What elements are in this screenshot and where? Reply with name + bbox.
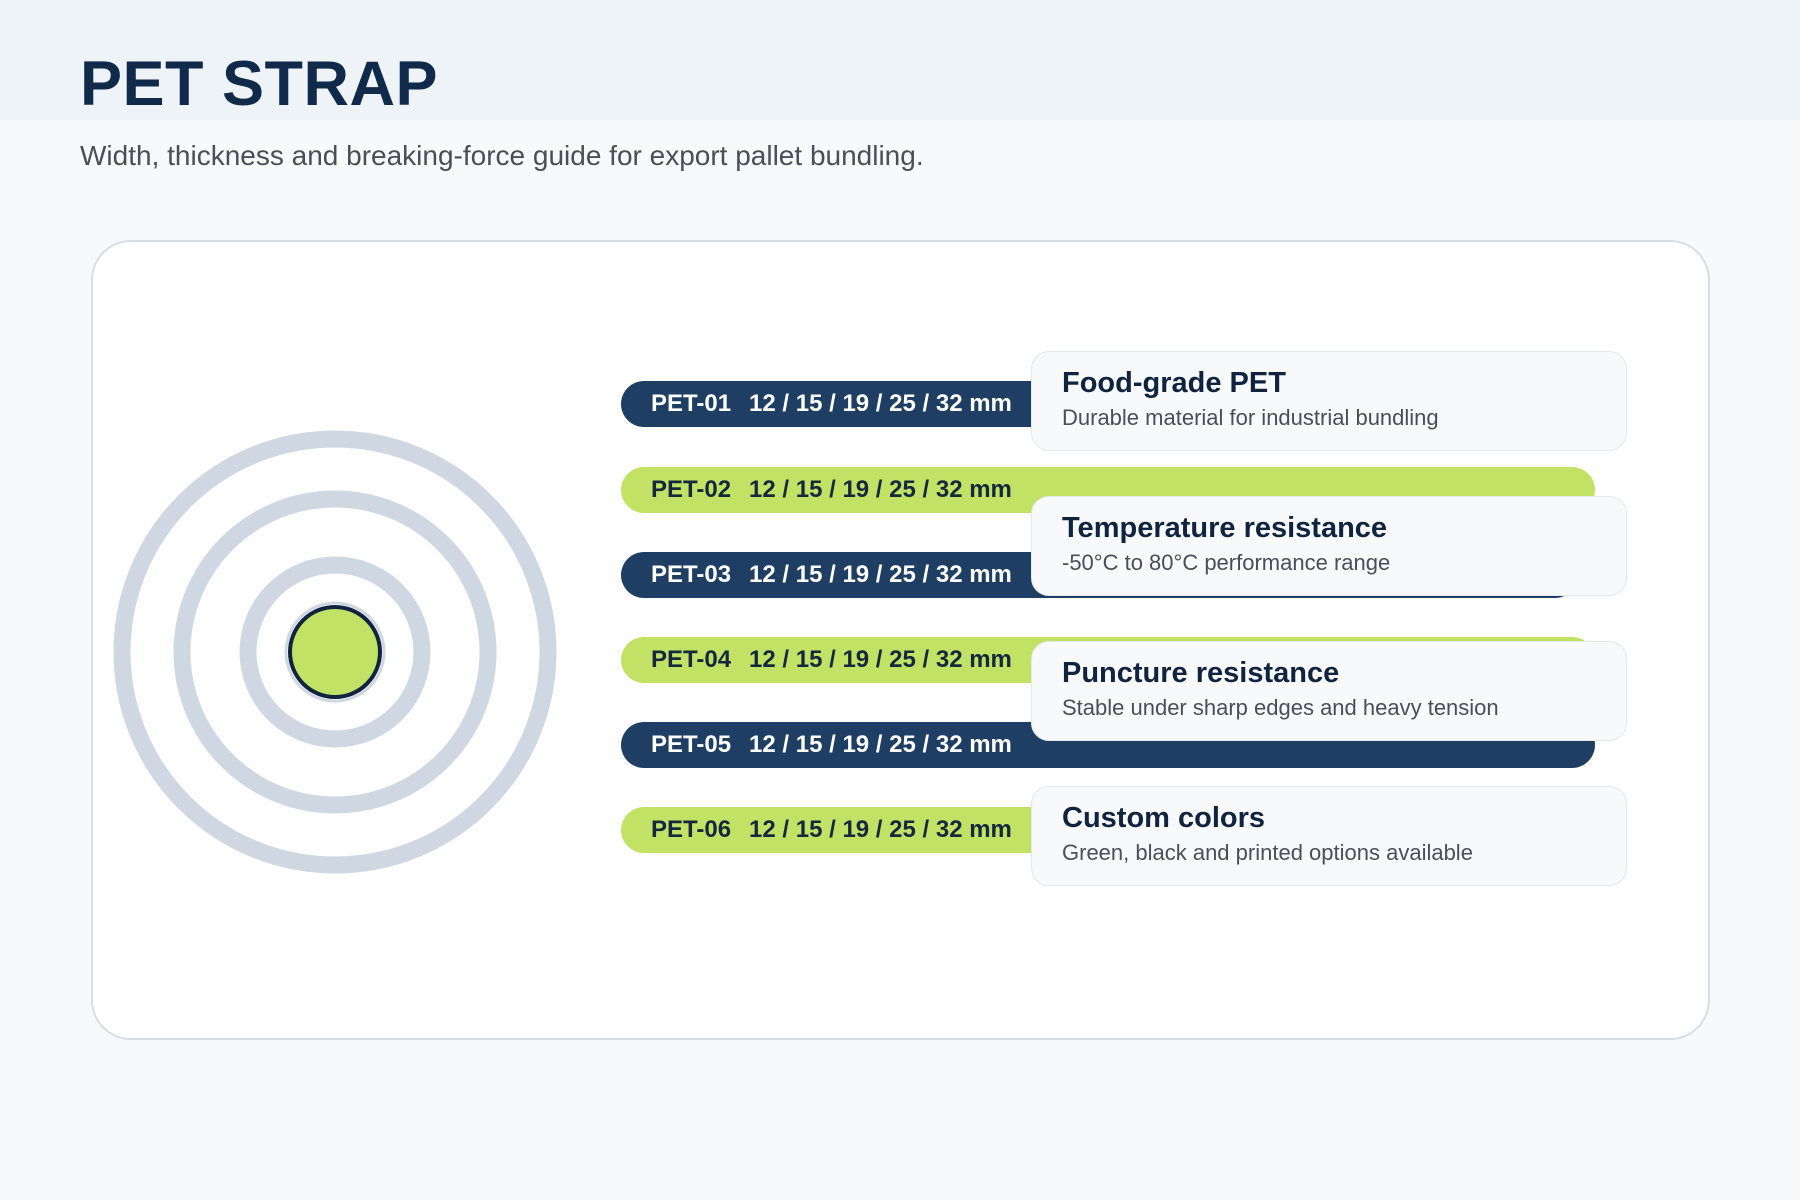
strap-widths: 12 / 15 / 19 / 25 / 32 mm xyxy=(749,476,1012,503)
feature-title: Food-grade PET xyxy=(1062,367,1286,399)
strap-widths: 12 / 15 / 19 / 25 / 32 mm xyxy=(749,561,1012,588)
strap-widths: 12 / 15 / 19 / 25 / 32 mm xyxy=(749,390,1012,417)
coil-core-halo xyxy=(284,601,386,703)
feature-custom-colors: Custom colors Green, black and printed o… xyxy=(1031,786,1627,886)
strap-code: PET-02 xyxy=(651,476,732,503)
page-title: PET STRAP xyxy=(80,49,439,119)
feature-temperature: Temperature resistance -50°C to 80°C per… xyxy=(1031,496,1627,596)
feature-title: Custom colors xyxy=(1062,802,1266,834)
strap-coil-icon xyxy=(111,428,559,876)
coil-ring-middle xyxy=(173,490,497,814)
strap-code: PET-06 xyxy=(651,816,732,843)
coil-ring-inner xyxy=(239,556,431,748)
strap-widths: 12 / 15 / 19 / 25 / 32 mm xyxy=(749,731,1012,758)
strap-code: PET-04 xyxy=(651,646,732,673)
feature-description: -50°C to 80°C performance range xyxy=(1062,550,1391,575)
strap-code: PET-05 xyxy=(651,731,732,758)
product-card: PET-01 12 / 15 / 19 / 25 / 32 mm PET-02 12… xyxy=(91,240,1710,1040)
feature-title: Puncture resistance xyxy=(1062,657,1340,689)
feature-title: Temperature resistance xyxy=(1062,512,1388,544)
coil-ring-outer xyxy=(113,430,557,874)
feature-description: Green, black and printed options availab… xyxy=(1062,840,1473,865)
header-band xyxy=(0,0,1800,120)
strap-code: PET-01 xyxy=(651,390,732,417)
strap-code: PET-03 xyxy=(651,561,732,588)
strap-row-pet-01: PET-01 12 / 15 / 19 / 25 / 32 mm xyxy=(621,381,1061,427)
strap-row-pet-06: PET-06 12 / 15 / 19 / 25 / 32 mm xyxy=(621,807,1061,853)
page-subtitle: Width, thickness and breaking-force guid… xyxy=(80,140,924,171)
strap-widths: 12 / 15 / 19 / 25 / 32 mm xyxy=(749,646,1012,673)
feature-description: Durable material for industrial bundling xyxy=(1062,405,1439,430)
coil-core xyxy=(288,605,382,699)
strap-widths: 12 / 15 / 19 / 25 / 32 mm xyxy=(749,816,1012,843)
feature-food-grade: Food-grade PET Durable material for indu… xyxy=(1031,351,1627,451)
feature-puncture: Puncture resistance Stable under sharp e… xyxy=(1031,641,1627,741)
feature-description: Stable under sharp edges and heavy tensi… xyxy=(1062,695,1499,720)
strap-coil-graphic xyxy=(113,430,557,874)
